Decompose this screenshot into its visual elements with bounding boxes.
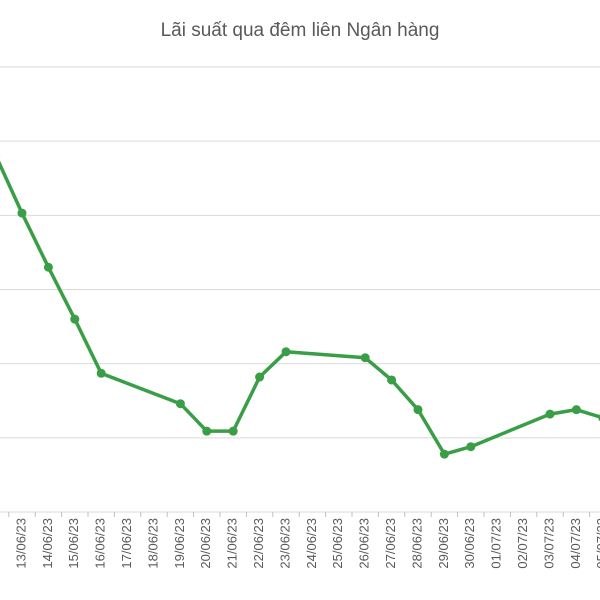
line-segment [0, 160, 24, 215]
line-segment [389, 378, 420, 412]
x-tick-label: 02/07/23 [515, 518, 530, 569]
line-segment [442, 444, 473, 456]
line-segment [574, 407, 600, 419]
chart-title: Lãi suất qua đêm liên Ngân hàng [161, 20, 440, 41]
x-tick-label: 26/06/23 [357, 518, 372, 569]
data-point [545, 409, 555, 419]
data-point [202, 426, 212, 436]
data-point [175, 399, 185, 409]
x-tick-label: 29/06/23 [436, 518, 451, 569]
data-point [228, 426, 238, 436]
line-segment [416, 407, 447, 456]
data-point [360, 353, 370, 363]
line-segment [284, 350, 367, 360]
x-tick-label: 04/07/23 [568, 518, 583, 569]
data-point [571, 405, 581, 415]
data-point [413, 405, 423, 415]
data-point [70, 314, 80, 324]
x-tick-label: 20/06/23 [198, 518, 213, 569]
x-tick-label: 25/06/23 [330, 518, 345, 569]
line-segment [46, 265, 77, 321]
x-tick-label: 27/06/23 [383, 518, 398, 569]
x-tick-label: 21/06/23 [225, 518, 240, 569]
line-segment [257, 350, 288, 379]
line-segment [99, 371, 183, 406]
line-segment [231, 375, 262, 433]
line-segment [363, 355, 394, 382]
data-point [466, 442, 476, 452]
data-point [281, 347, 291, 357]
data-point [255, 372, 265, 382]
x-tick-label: 13/06/23 [13, 518, 28, 569]
x-tick-label: 17/06/23 [119, 518, 134, 569]
x-tick-label: 16/06/23 [93, 518, 108, 569]
x-tick-label: 15/06/23 [66, 518, 81, 569]
data-point [43, 262, 53, 272]
x-tick-label: 28/06/23 [409, 518, 424, 569]
x-tick-label: 18/06/23 [145, 518, 160, 569]
x-tick-label: 23/06/23 [277, 518, 292, 569]
data-point [96, 368, 106, 378]
data-point [17, 208, 27, 218]
line-segment [178, 401, 209, 433]
x-tick-label: 24/06/23 [304, 518, 319, 569]
line-segment [469, 412, 552, 449]
x-tick-label: 12/06/23 [0, 518, 2, 569]
x-tick-label: 14/06/23 [40, 518, 55, 569]
x-tick-label: 01/07/23 [489, 518, 504, 569]
data-point [439, 449, 449, 459]
x-tick-label: 05/07/23 [594, 518, 600, 569]
line-segment [20, 211, 51, 269]
x-tick-label: 03/07/23 [541, 518, 556, 569]
line-segment [73, 317, 103, 376]
x-tick-label: 30/06/23 [462, 518, 477, 569]
x-tick-label: 19/06/23 [172, 518, 187, 569]
data-point [387, 375, 397, 385]
x-tick-label: 22/06/23 [251, 518, 266, 569]
